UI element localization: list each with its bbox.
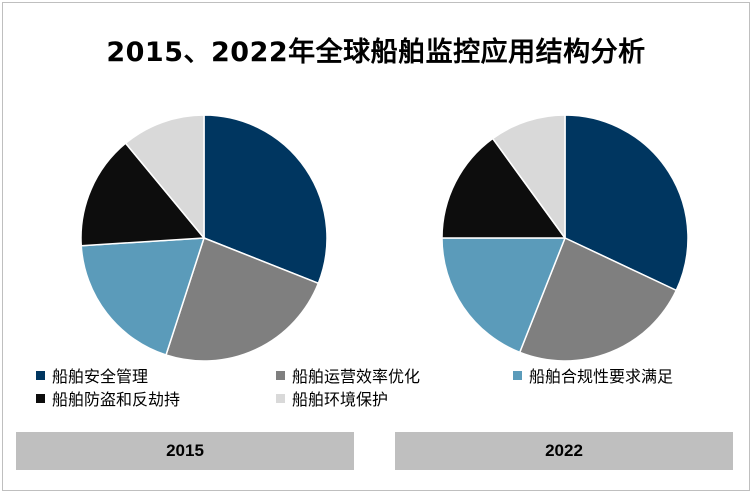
legend-label: 船舶合规性要求满足 [529, 367, 674, 386]
year-label-2022: 2022 [395, 432, 733, 470]
chart-legend: 船舶安全管理 船舶运营效率优化 船舶合规性要求满足 船舶防盗和反劫持 船舶环境保… [36, 365, 736, 409]
pie-slice-2022-safety [564, 114, 689, 292]
pie-slice-2015-compliance [80, 237, 205, 356]
legend-label: 船舶安全管理 [52, 367, 149, 386]
pie-slice-2015-piracy [80, 142, 205, 247]
pie-slice-2022-compliance [441, 237, 566, 354]
chart-title: 2015、2022年全球船舶监控应用结构分析 [106, 37, 646, 68]
pie-slice-2015-safety [203, 114, 328, 285]
legend-label: 船舶环境保护 [292, 390, 389, 409]
year-label-text: 2015 [166, 441, 204, 460]
legend-item-compliance: 船舶合规性要求满足 [513, 365, 674, 386]
legend-swatch [36, 370, 45, 380]
legend-swatch [36, 393, 45, 403]
legend-item-environment: 船舶环境保护 [276, 388, 389, 409]
legend-item-piracy: 船舶防盗和反劫持 [36, 388, 181, 409]
year-label-text: 2022 [545, 441, 583, 460]
pie-slice-2022-environment [491, 114, 566, 239]
pie-chart-2022 [441, 114, 689, 362]
legend-swatch [513, 370, 522, 380]
legend-item-efficiency: 船舶运营效率优化 [276, 365, 421, 386]
legend-label: 船舶防盗和反劫持 [52, 390, 181, 409]
legend-item-safety: 船舶安全管理 [36, 365, 149, 386]
pie-slice-2022-piracy [441, 137, 566, 239]
pie-slice-2022-efficiency [518, 237, 678, 362]
legend-label: 船舶运营效率优化 [292, 367, 421, 386]
pie-slice-2015-efficiency [165, 237, 320, 362]
pie-chart-2015 [80, 114, 328, 362]
pie-slice-2015-environment [124, 114, 205, 239]
legend-swatch [276, 370, 285, 380]
year-label-2015: 2015 [16, 432, 354, 470]
legend-swatch [276, 393, 285, 403]
